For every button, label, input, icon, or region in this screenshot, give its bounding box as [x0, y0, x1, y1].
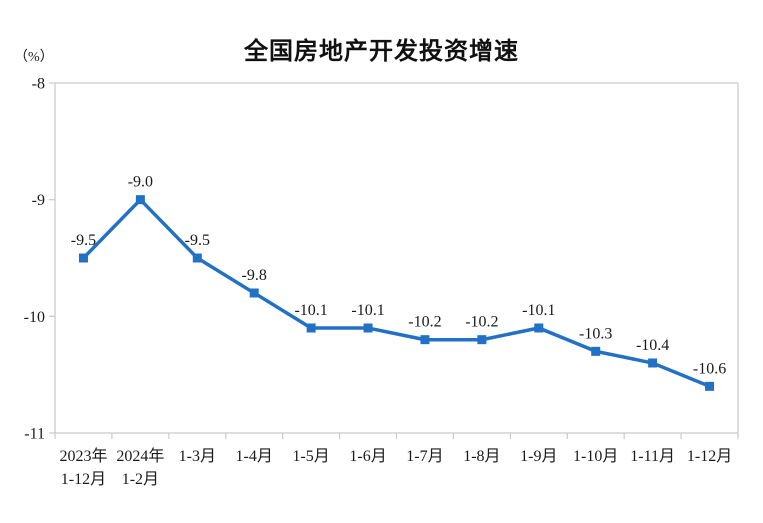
data-point-label: -10.2 [465, 314, 498, 331]
data-point-marker [306, 323, 316, 333]
data-point-label: -9.8 [242, 267, 267, 284]
x-axis-label: 2024年 1-2月 [116, 447, 164, 488]
y-axis-tick-label: -10 [24, 309, 45, 326]
chart-title: 全国房地产开发投资增速 [244, 38, 519, 65]
data-point-marker [534, 323, 544, 333]
y-axis-unit-label: （%） [14, 50, 54, 65]
plot-area-border [54, 82, 739, 434]
data-point-marker [135, 195, 145, 205]
data-point-marker [591, 346, 601, 356]
x-axis-label: 1-3月 [179, 448, 216, 465]
data-point-label: -10.1 [351, 302, 384, 319]
x-axis-label: 1-10月 [573, 448, 618, 465]
x-axis-label: 1-6月 [349, 448, 386, 465]
data-point-label: -9.0 [128, 174, 153, 191]
data-point-label: -10.6 [693, 360, 726, 377]
data-point-label: -9.5 [185, 232, 210, 249]
x-axis-label: 1-4月 [236, 448, 273, 465]
data-point-marker [705, 381, 715, 391]
y-axis-tick-label: -11 [24, 426, 45, 443]
x-axis-label: 1-8月 [463, 448, 500, 465]
data-point-label: -10.4 [636, 337, 669, 354]
series-line [82, 197, 711, 388]
y-axis-tick-label: -9 [32, 192, 45, 209]
data-point-label: -9.5 [71, 232, 96, 249]
x-axis-label: 2023年 1-12月 [59, 447, 107, 488]
x-axis-label: 1-11月 [630, 448, 675, 465]
data-point-marker [648, 358, 658, 368]
x-axis-label: 1-12月 [687, 448, 732, 465]
data-point-label: -10.1 [294, 302, 327, 319]
data-point-label: -10.3 [579, 325, 612, 342]
data-point-label: -10.1 [522, 302, 555, 319]
x-axis-label: 1-5月 [292, 448, 329, 465]
data-point-marker [249, 288, 259, 298]
data-point-label: -10.2 [408, 314, 441, 331]
data-point-marker [78, 253, 88, 263]
data-point-marker [363, 323, 373, 333]
data-point-marker [192, 253, 202, 263]
data-point-marker [420, 335, 430, 345]
y-axis-tick-label: -8 [32, 76, 45, 93]
x-axis-label: 1-7月 [406, 448, 443, 465]
x-axis-label: 1-9月 [520, 448, 557, 465]
data-point-marker [477, 335, 487, 345]
